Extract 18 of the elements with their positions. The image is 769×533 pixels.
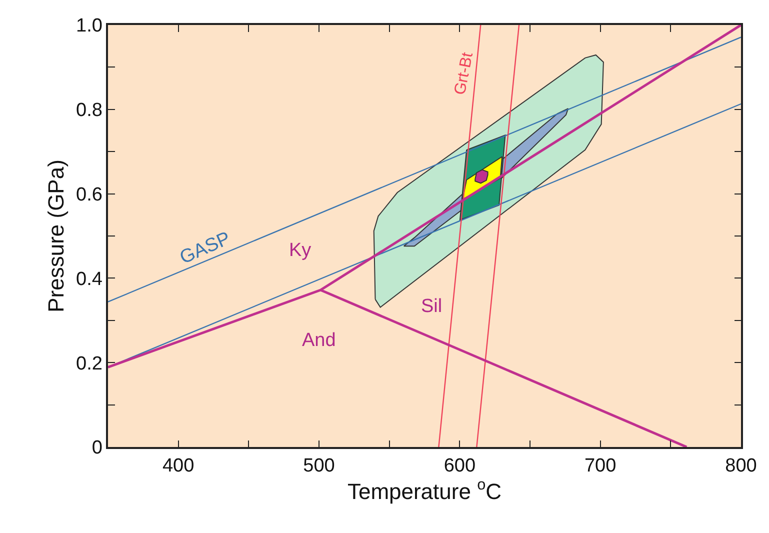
y-tick-label: 0.8 <box>76 100 102 122</box>
x-axis-title: Temperature $^{o}$C <box>347 476 502 504</box>
annotation: GASP <box>176 228 234 269</box>
y-axis-title: Pressure (GPa) <box>43 160 68 312</box>
x-tick-label: 400 <box>162 456 194 477</box>
y-tick-label: 1.0 <box>76 16 102 37</box>
x-tick-label: 800 <box>725 456 757 477</box>
y-tick-label: 0.4 <box>76 268 103 290</box>
x-tick-label: 500 <box>303 456 335 477</box>
y-tick-label: 0.6 <box>76 184 102 206</box>
annotation: And <box>302 330 336 351</box>
annotation: Ky <box>289 240 312 261</box>
annotation: Sil <box>421 296 442 317</box>
x-tick-label: 600 <box>444 456 476 477</box>
x-tick-label: 700 <box>584 456 616 477</box>
y-tick-label: 0 <box>92 438 102 459</box>
y-tick-label: 0.2 <box>76 353 102 374</box>
annotation: Grt-Bt <box>452 50 477 96</box>
